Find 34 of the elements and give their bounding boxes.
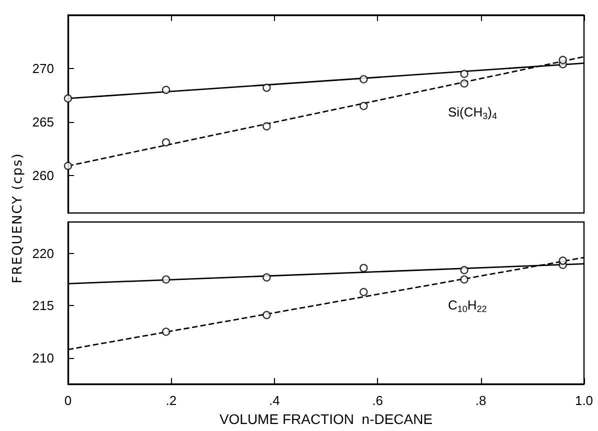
point — [460, 266, 468, 274]
x-tick-label: .8 — [475, 393, 486, 408]
point — [360, 264, 368, 272]
point — [360, 75, 368, 84]
x-tick-label: .6 — [372, 393, 384, 408]
point — [460, 275, 468, 284]
y-tick-label: 215 — [32, 298, 54, 314]
point — [460, 70, 468, 78]
point — [460, 79, 468, 88]
y-tick-label: 220 — [32, 246, 54, 261]
x-axis-title: VOLUME FRACTION n-DECANE — [219, 411, 433, 427]
x-tick-label: .2 — [166, 393, 177, 408]
x-tick-label: 1.0 — [574, 393, 594, 408]
y-tick-label: 265 — [32, 114, 54, 130]
point — [262, 84, 271, 92]
point — [262, 122, 271, 130]
y-axis-title: FREQUENCY (cps) — [10, 152, 26, 284]
point — [162, 275, 170, 284]
point — [360, 102, 368, 110]
point — [162, 138, 170, 146]
point — [558, 56, 567, 64]
point — [558, 256, 567, 265]
x-tick-label: 0 — [64, 393, 72, 408]
x-tick-label: .4 — [268, 393, 280, 408]
point — [64, 162, 72, 170]
point — [64, 94, 72, 103]
point — [262, 273, 271, 282]
point — [162, 328, 170, 336]
point — [162, 86, 170, 94]
point — [262, 310, 271, 320]
y-tick-label: 260 — [32, 168, 54, 184]
y-tick-label: 270 — [32, 61, 54, 76]
y-tick-label: 210 — [32, 350, 54, 366]
point — [360, 288, 368, 296]
